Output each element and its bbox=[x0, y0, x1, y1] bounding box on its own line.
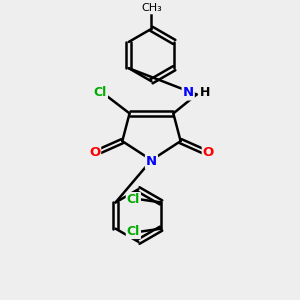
Text: Cl: Cl bbox=[127, 193, 140, 206]
Text: H: H bbox=[200, 86, 211, 100]
Text: Cl: Cl bbox=[127, 225, 140, 238]
Text: O: O bbox=[89, 146, 100, 159]
Text: N: N bbox=[183, 86, 194, 100]
Text: Cl: Cl bbox=[94, 86, 107, 100]
Text: N: N bbox=[146, 155, 157, 168]
Text: O: O bbox=[203, 146, 214, 159]
Text: CH₃: CH₃ bbox=[141, 3, 162, 14]
